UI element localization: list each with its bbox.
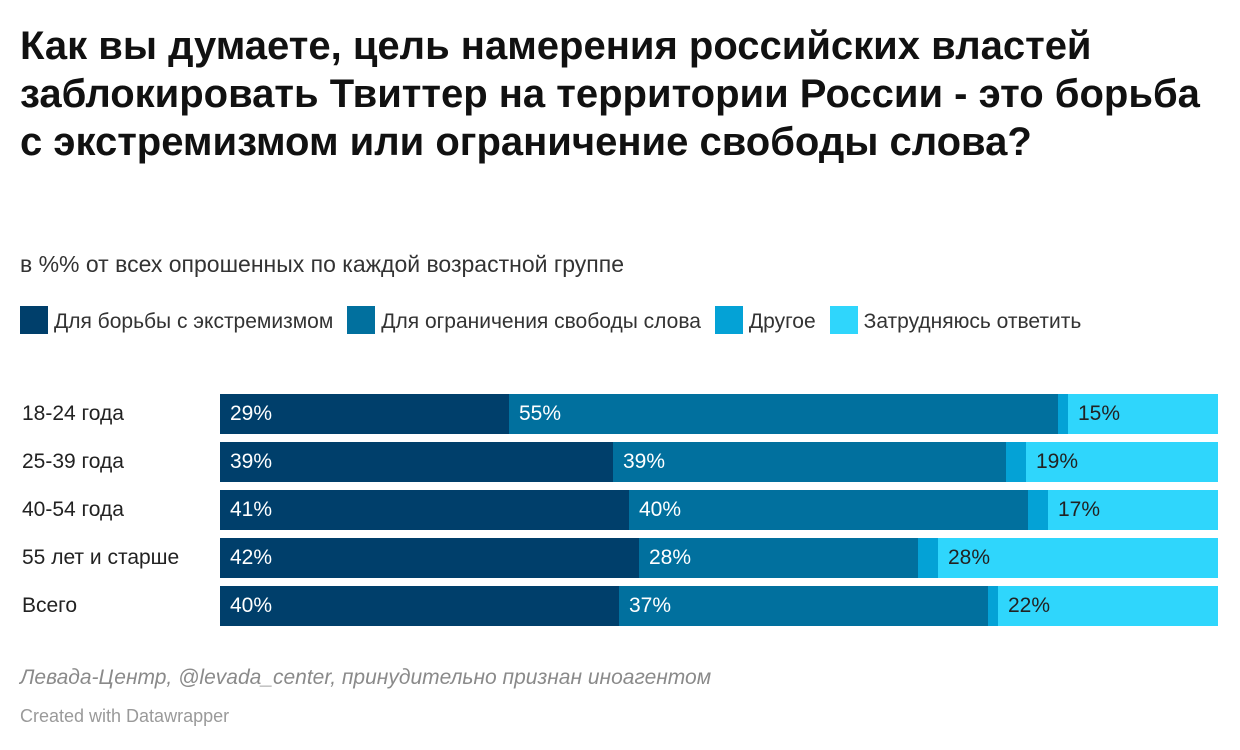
bar-segment bbox=[1058, 394, 1068, 434]
bar-segment: 28% bbox=[639, 538, 918, 578]
bar-segment: 17% bbox=[1048, 490, 1218, 530]
data-label: 29% bbox=[230, 402, 273, 425]
category-label: 25-39 года bbox=[22, 450, 124, 473]
bar-segment: 42% bbox=[220, 538, 639, 578]
legend-item: Другое bbox=[714, 305, 816, 339]
legend-item: Затрудняюсь ответить bbox=[829, 305, 1082, 339]
bar-row: 55 лет и старше 42% 28% 28% bbox=[20, 538, 1218, 578]
legend-swatch bbox=[714, 306, 743, 334]
bar-segment: 29% bbox=[220, 394, 509, 434]
bar-segment: 37% bbox=[619, 586, 988, 626]
category-label: Всего bbox=[22, 594, 78, 617]
bar-segment: 55% bbox=[509, 394, 1058, 434]
data-label: 42% bbox=[230, 546, 273, 569]
data-label: 37% bbox=[629, 594, 672, 617]
bar-segment: 40% bbox=[629, 490, 1028, 530]
bar-segment: 39% bbox=[220, 442, 613, 482]
stacked-bar: 29% 55% 15% bbox=[220, 394, 1218, 434]
stacked-bar: 40% 37% 22% bbox=[220, 586, 1218, 626]
legend-swatch bbox=[829, 306, 858, 334]
chart-legend: Для борьбы с экстремизмом Для ограничения… bbox=[20, 305, 1170, 339]
category-label: 40-54 года bbox=[22, 498, 124, 521]
chart-title: Как вы думаете, цель намерения российски… bbox=[20, 24, 1200, 164]
data-label: 17% bbox=[1058, 498, 1101, 521]
data-label: 19% bbox=[1036, 450, 1079, 473]
stacked-bar: 39% 39% 19% bbox=[220, 442, 1218, 482]
category-label: 55 лет и старше bbox=[22, 546, 180, 569]
source-note: Левада-Центр, @levada_center, принудител… bbox=[20, 666, 712, 689]
bar-segment bbox=[988, 586, 998, 626]
legend-label: Затрудняюсь ответить bbox=[863, 310, 1082, 333]
legend-item: Для борьбы с экстремизмом bbox=[20, 305, 333, 339]
stacked-bar: 42% 28% 28% bbox=[220, 538, 1218, 578]
data-label: 22% bbox=[1008, 594, 1051, 617]
data-label: 39% bbox=[230, 450, 273, 473]
category-label: 18-24 года bbox=[22, 402, 124, 425]
bar-segment: 22% bbox=[998, 586, 1218, 626]
bar-segment bbox=[1028, 490, 1048, 530]
data-label: 40% bbox=[230, 594, 273, 617]
datawrapper-credit-link[interactable]: Created with Datawrapper bbox=[20, 706, 230, 726]
bar-segment: 39% bbox=[613, 442, 1006, 482]
legend-item: Для ограничения свободы слова bbox=[347, 305, 701, 339]
legend-label: Другое bbox=[748, 310, 816, 333]
data-label: 28% bbox=[948, 546, 991, 569]
legend-swatch bbox=[347, 306, 376, 334]
bar-row: 40-54 года 41% 40% 17% bbox=[20, 490, 1218, 530]
legend-swatch bbox=[20, 306, 48, 334]
bar-segment: 15% bbox=[1068, 394, 1218, 434]
stacked-bar: 41% 40% 17% bbox=[220, 490, 1218, 530]
bar-segment bbox=[1006, 442, 1026, 482]
data-label: 15% bbox=[1078, 402, 1121, 425]
bar-segment: 41% bbox=[220, 490, 629, 530]
data-label: 28% bbox=[649, 546, 692, 569]
bar-row: Всего 40% 37% 22% bbox=[20, 586, 1218, 626]
bar-segment bbox=[918, 538, 938, 578]
stacked-bar-chart: 18-24 года 29% 55% 15% 25-39 года 39% 39% 19% 40… bbox=[20, 394, 1218, 634]
bar-row: 18-24 года 29% 55% 15% bbox=[20, 394, 1218, 434]
chart-subtitle: в %% от всех опрошенных по каждой возрас… bbox=[20, 251, 624, 277]
bar-segment: 19% bbox=[1026, 442, 1218, 482]
bar-row: 25-39 года 39% 39% 19% bbox=[20, 442, 1218, 482]
data-label: 40% bbox=[639, 498, 682, 521]
data-label: 39% bbox=[623, 450, 666, 473]
legend-label: Для борьбы с экстремизмом bbox=[54, 310, 334, 333]
data-label: 41% bbox=[230, 498, 273, 521]
bar-segment: 28% bbox=[938, 538, 1218, 578]
data-label: 55% bbox=[519, 402, 562, 425]
bar-segment: 40% bbox=[220, 586, 619, 626]
legend-label: Для ограничения свободы слова bbox=[381, 310, 701, 333]
